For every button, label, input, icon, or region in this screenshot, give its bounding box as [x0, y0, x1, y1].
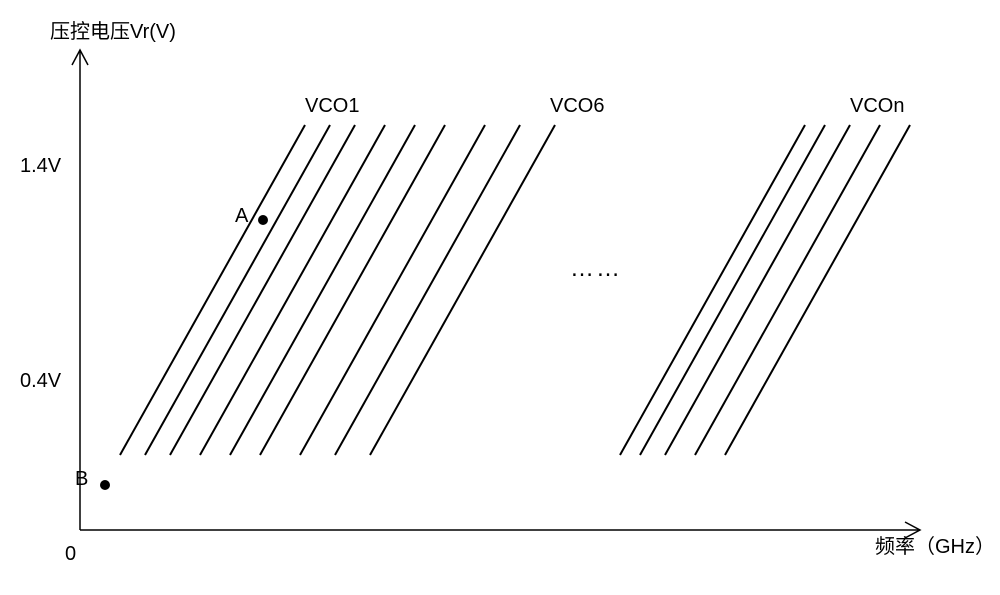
vco-curve	[230, 125, 415, 455]
data-point	[258, 215, 268, 225]
vco-curve	[665, 125, 850, 455]
origin-label: 0	[65, 543, 76, 566]
vco-curve	[200, 125, 385, 455]
ellipsis: ……	[570, 255, 622, 283]
curve-label: VCOn	[850, 95, 904, 118]
points-group	[100, 215, 268, 490]
vco-chart: 压控电压Vr(V) 频率（GHz） 0 1.4V 0.4V VCO1 VCO6 VCO…	[0, 0, 1000, 590]
curve-label: VCO6	[550, 95, 604, 118]
point-label: B	[75, 468, 88, 491]
chart-svg	[0, 0, 1000, 590]
vco-curve	[725, 125, 910, 455]
vco-curve	[260, 125, 445, 455]
x-axis-label: 频率（GHz）	[875, 530, 995, 559]
vco-curve	[370, 125, 555, 455]
curve-label: VCO1	[305, 95, 359, 118]
vco-curve	[695, 125, 880, 455]
data-point	[100, 480, 110, 490]
vco-curve	[620, 125, 805, 455]
vco-curve	[145, 125, 330, 455]
vco-curve	[120, 125, 305, 455]
y-tick-label: 1.4V	[20, 155, 61, 178]
vco-curve	[335, 125, 520, 455]
y-tick-label: 0.4V	[20, 370, 61, 393]
vco-curve	[640, 125, 825, 455]
y-axis-label: 压控电压Vr(V)	[50, 15, 176, 44]
curves-group	[120, 125, 910, 455]
point-label: A	[235, 205, 248, 228]
